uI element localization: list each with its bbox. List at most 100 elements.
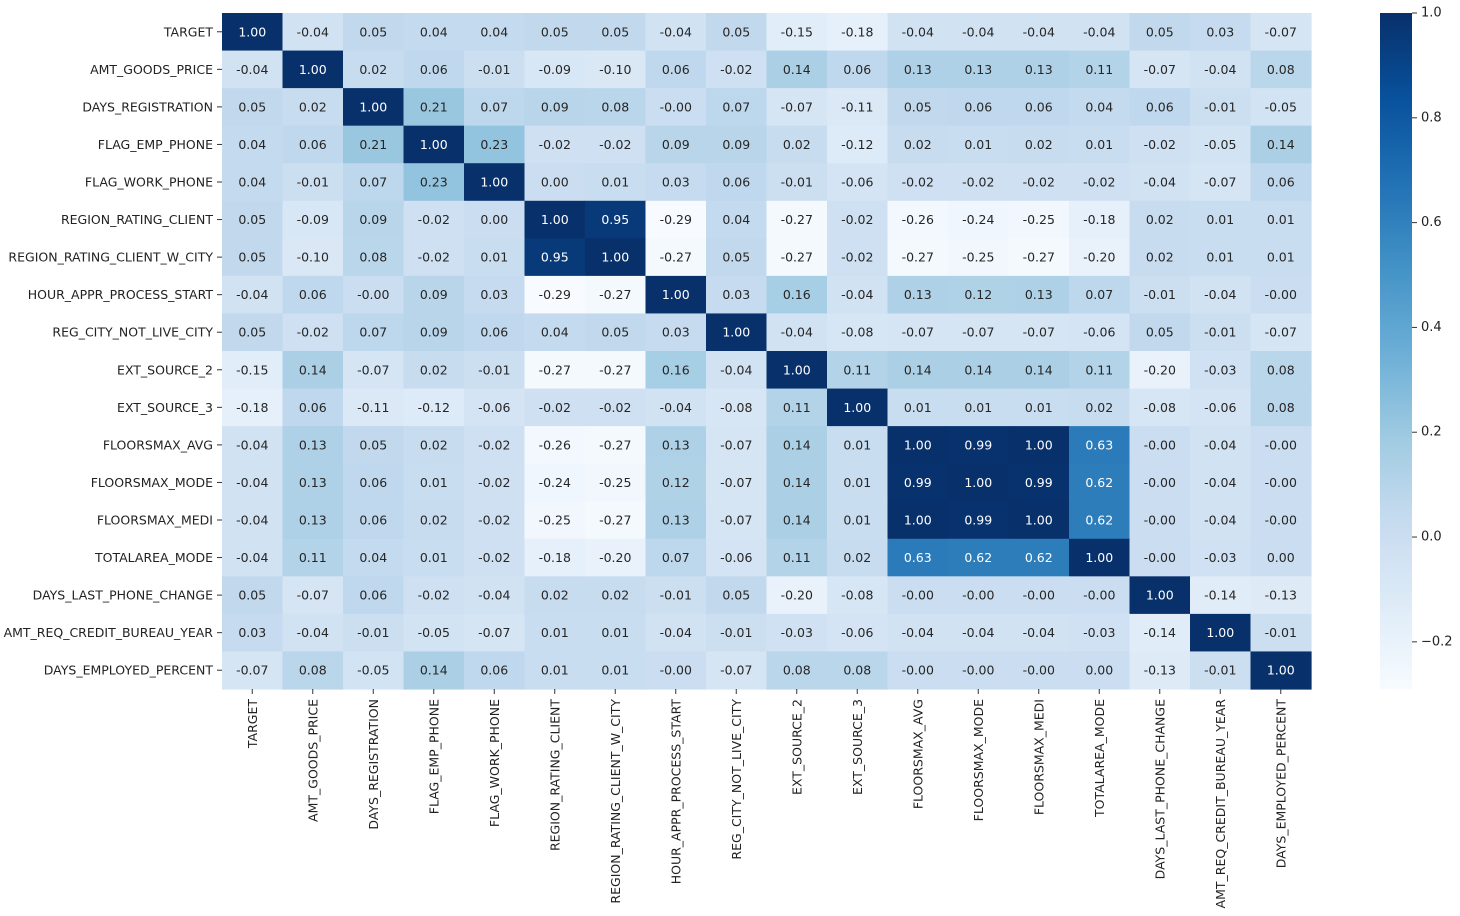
heatmap-cell [706, 388, 768, 427]
cell-value-label: 0.03 [480, 287, 508, 302]
heatmap-cell [1008, 125, 1070, 164]
cell-value-label: 0.07 [480, 99, 508, 114]
heatmap-cell [1069, 200, 1131, 239]
heatmap-cell [1250, 388, 1312, 427]
heatmap-cell [1008, 13, 1070, 52]
column-label: FLAG_EMP_PHONE [426, 699, 441, 814]
cell-value-label: 0.99 [1025, 475, 1053, 490]
heatmap-cell [585, 13, 647, 52]
row-label: FLAG_WORK_PHONE [85, 175, 213, 190]
heatmap-cell [524, 538, 586, 577]
cell-value-label: 0.02 [1146, 212, 1174, 227]
cell-value-label: -0.07 [781, 99, 813, 114]
row-label: FLAG_EMP_PHONE [98, 137, 213, 152]
heatmap-cell [282, 163, 344, 202]
heatmap-cell [948, 163, 1010, 202]
cell-value-label: 0.02 [601, 588, 629, 603]
cell-value-label: -0.00 [902, 663, 934, 678]
cell-value-label: -0.04 [962, 24, 994, 39]
cell-value-label: 0.06 [722, 175, 750, 190]
cell-value-label: 0.14 [783, 475, 811, 490]
heatmap-cell [343, 388, 405, 427]
heatmap-cell [464, 576, 526, 615]
cell-value-label: -0.02 [539, 137, 571, 152]
heatmap-cell [645, 388, 707, 427]
heatmap-cell [585, 463, 647, 502]
heatmap-cell [464, 313, 526, 352]
heatmap-cell [645, 50, 707, 89]
heatmap-cell [524, 88, 586, 127]
cell-value-label: 0.06 [299, 287, 327, 302]
heatmap-cell [403, 88, 465, 127]
heatmap-cell [827, 538, 889, 577]
heatmap-cell [282, 50, 344, 89]
cell-value-label: -0.04 [902, 625, 934, 640]
cell-value-label: 1.00 [359, 99, 387, 114]
cell-value-label: -0.01 [1204, 663, 1236, 678]
heatmap-cell [524, 238, 586, 277]
cell-value-label: -0.12 [418, 400, 450, 415]
heatmap-cell [464, 88, 526, 127]
heatmap-cell [887, 200, 949, 239]
cell-value-label: 0.00 [1267, 550, 1295, 565]
heatmap-cell [585, 538, 647, 577]
heatmap-cell [645, 88, 707, 127]
heatmap-cell [706, 88, 768, 127]
heatmap-cell [1069, 463, 1131, 502]
cell-value-label: 0.09 [541, 99, 569, 114]
heatmap-cell [706, 275, 768, 315]
cell-value-label: -0.08 [1144, 400, 1176, 415]
cell-value-label: 0.11 [1085, 62, 1113, 77]
cell-value-label: 0.06 [359, 513, 387, 528]
cell-value-label: 0.06 [1025, 99, 1053, 114]
heatmap-cell [948, 613, 1010, 653]
cell-value-label: -0.04 [236, 287, 268, 302]
cell-value-label: -0.03 [1083, 625, 1115, 640]
row-label: REGION_RATING_CLIENT [61, 212, 213, 227]
cell-value-label: 0.16 [662, 362, 690, 377]
cell-value-label: -0.18 [1083, 212, 1115, 227]
cell-value-label: -0.00 [1265, 287, 1297, 302]
cell-value-label: -0.02 [599, 137, 631, 152]
heatmap-cell [524, 275, 586, 315]
heatmap-cell [1069, 163, 1131, 202]
heatmap-cell [827, 576, 889, 615]
heatmap-cell [766, 275, 828, 315]
cell-value-label: -0.01 [478, 362, 510, 377]
cell-value-label: 0.04 [420, 24, 448, 39]
cell-value-label: 0.14 [1267, 137, 1295, 152]
cell-value-label: -0.02 [478, 437, 510, 452]
heatmap-cell [222, 463, 284, 502]
cell-value-label: 0.21 [420, 99, 448, 114]
heatmap-cell [827, 501, 889, 540]
heatmap-cell [948, 13, 1010, 52]
heatmap-cell [222, 238, 284, 277]
heatmap-cell [403, 501, 465, 540]
cell-value-label: 0.13 [299, 513, 327, 528]
heatmap-cell [766, 613, 828, 653]
cell-value-label: 0.13 [299, 475, 327, 490]
cell-value-label: 0.06 [843, 62, 871, 77]
heatmap-cell [222, 313, 284, 352]
heatmap-cell [282, 388, 344, 427]
heatmap-cell [524, 651, 586, 690]
column-label: HOUR_APPR_PROCESS_START [668, 699, 683, 885]
cell-value-label: 1.00 [1025, 437, 1053, 452]
heatmap-cell [948, 50, 1010, 89]
cell-value-label: -0.12 [841, 137, 873, 152]
cell-value-label: -0.06 [478, 400, 510, 415]
cell-value-label: -0.02 [841, 250, 873, 265]
heatmap-cell [343, 501, 405, 540]
cell-value-label: 0.14 [783, 513, 811, 528]
heatmap-cell [464, 125, 526, 164]
heatmap-cell [827, 275, 889, 315]
heatmap-cell [585, 426, 647, 465]
cell-value-label: -0.06 [720, 550, 752, 565]
heatmap-cell [827, 13, 889, 52]
colorbar-tick-label: 0.4 [1421, 320, 1442, 335]
heatmap-cell [343, 50, 405, 89]
cell-value-label: -0.05 [357, 663, 389, 678]
heatmap-cell [222, 125, 284, 164]
cell-value-label: 0.00 [480, 212, 508, 227]
heatmap-cell [464, 275, 526, 315]
